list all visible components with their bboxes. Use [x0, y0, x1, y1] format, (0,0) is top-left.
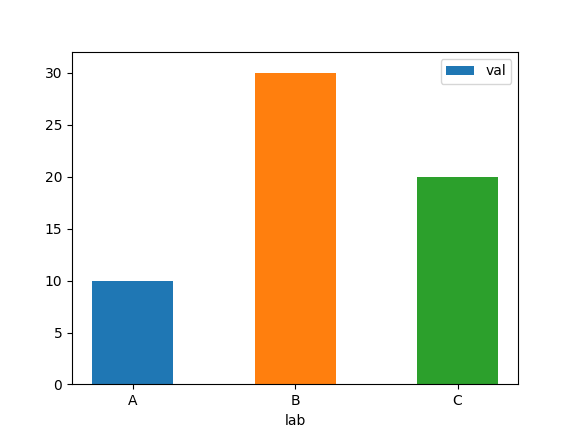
X-axis label: lab: lab: [285, 414, 306, 428]
Legend: val: val: [441, 59, 511, 84]
Bar: [417, 177, 498, 384]
Bar: [255, 73, 336, 384]
Bar: [92, 280, 173, 384]
